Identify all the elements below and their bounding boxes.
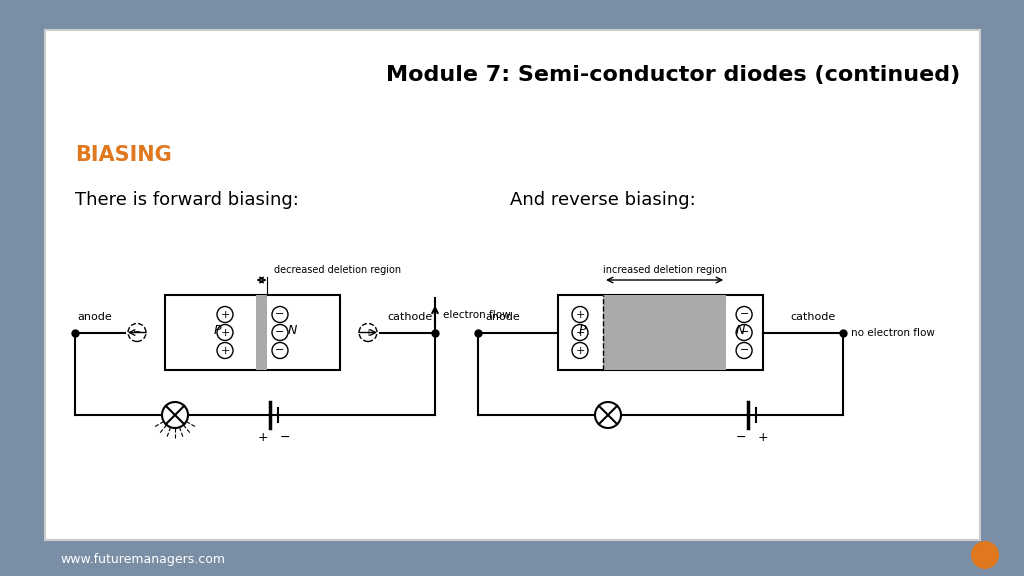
- Text: increased deletion region: increased deletion region: [602, 265, 727, 275]
- Bar: [45, 30, 980, 540]
- Text: −: −: [133, 328, 141, 338]
- Text: +: +: [220, 309, 229, 320]
- Text: P: P: [214, 324, 221, 337]
- Text: +: +: [575, 328, 585, 338]
- Bar: [256, 295, 267, 370]
- Text: electron flow: electron flow: [443, 309, 511, 320]
- Text: BIASING: BIASING: [75, 145, 172, 165]
- Circle shape: [572, 306, 588, 323]
- Text: Module 7: Semi-conductor diodes (continued): Module 7: Semi-conductor diodes (continu…: [386, 65, 961, 85]
- Text: +: +: [575, 309, 585, 320]
- Circle shape: [272, 343, 288, 358]
- Text: −: −: [739, 309, 749, 320]
- Circle shape: [572, 324, 588, 340]
- Circle shape: [595, 402, 621, 428]
- Text: decreased deletion region: decreased deletion region: [273, 265, 400, 275]
- Circle shape: [359, 324, 377, 342]
- Text: cathode: cathode: [791, 313, 836, 323]
- Text: +: +: [258, 431, 268, 444]
- Text: −: −: [275, 328, 285, 338]
- Text: −: −: [739, 346, 749, 355]
- Text: no electron flow: no electron flow: [851, 328, 935, 338]
- Circle shape: [217, 306, 233, 323]
- Text: www.futuremanagers.com: www.futuremanagers.com: [60, 554, 225, 567]
- Text: −: −: [280, 431, 290, 444]
- Text: cathode: cathode: [387, 313, 432, 323]
- Circle shape: [217, 324, 233, 340]
- Text: anode: anode: [485, 313, 520, 323]
- Bar: [603, 295, 726, 370]
- Text: −: −: [736, 431, 746, 444]
- Circle shape: [971, 541, 999, 569]
- Text: +: +: [758, 431, 768, 444]
- Text: N: N: [736, 324, 745, 337]
- Text: −: −: [275, 346, 285, 355]
- Text: There is forward biasing:: There is forward biasing:: [75, 191, 299, 209]
- Circle shape: [162, 402, 188, 428]
- Bar: [165, 295, 340, 370]
- Text: +: +: [220, 346, 229, 355]
- Text: +: +: [364, 328, 372, 338]
- Text: anode: anode: [78, 313, 113, 323]
- Text: +: +: [575, 346, 585, 355]
- Circle shape: [736, 343, 752, 358]
- Text: +: +: [220, 328, 229, 338]
- Circle shape: [572, 343, 588, 358]
- Bar: [558, 295, 763, 370]
- Text: N: N: [288, 324, 297, 337]
- Circle shape: [272, 324, 288, 340]
- Circle shape: [217, 343, 233, 358]
- Text: P: P: [579, 324, 587, 337]
- Text: −: −: [739, 328, 749, 338]
- Circle shape: [736, 306, 752, 323]
- Text: −: −: [275, 309, 285, 320]
- Circle shape: [736, 324, 752, 340]
- Circle shape: [128, 324, 146, 342]
- Circle shape: [272, 306, 288, 323]
- Text: And reverse biasing:: And reverse biasing:: [510, 191, 695, 209]
